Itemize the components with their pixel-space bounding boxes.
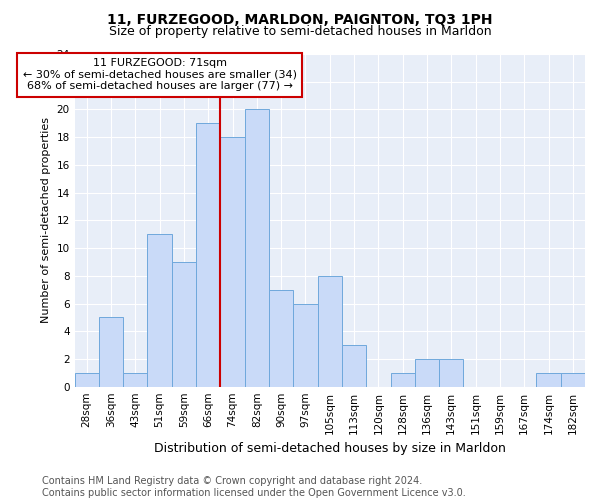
Bar bbox=[196, 124, 220, 386]
Bar bbox=[99, 318, 123, 386]
Text: 11 FURZEGOOD: 71sqm
← 30% of semi-detached houses are smaller (34)
68% of semi-d: 11 FURZEGOOD: 71sqm ← 30% of semi-detach… bbox=[23, 58, 296, 92]
Y-axis label: Number of semi-detached properties: Number of semi-detached properties bbox=[41, 118, 51, 324]
Bar bbox=[245, 110, 269, 386]
Text: 11, FURZEGOOD, MARLDON, PAIGNTON, TQ3 1PH: 11, FURZEGOOD, MARLDON, PAIGNTON, TQ3 1P… bbox=[107, 12, 493, 26]
Bar bbox=[148, 234, 172, 386]
Bar bbox=[439, 359, 463, 386]
Bar bbox=[123, 373, 148, 386]
Bar bbox=[536, 373, 560, 386]
X-axis label: Distribution of semi-detached houses by size in Marldon: Distribution of semi-detached houses by … bbox=[154, 442, 506, 455]
Bar bbox=[391, 373, 415, 386]
Bar bbox=[172, 262, 196, 386]
Text: Contains HM Land Registry data © Crown copyright and database right 2024.
Contai: Contains HM Land Registry data © Crown c… bbox=[42, 476, 466, 498]
Bar bbox=[293, 304, 317, 386]
Bar bbox=[415, 359, 439, 386]
Bar bbox=[342, 345, 366, 387]
Bar bbox=[560, 373, 585, 386]
Text: Size of property relative to semi-detached houses in Marldon: Size of property relative to semi-detach… bbox=[109, 25, 491, 38]
Bar bbox=[269, 290, 293, 386]
Bar bbox=[220, 137, 245, 386]
Bar bbox=[317, 276, 342, 386]
Bar bbox=[74, 373, 99, 386]
